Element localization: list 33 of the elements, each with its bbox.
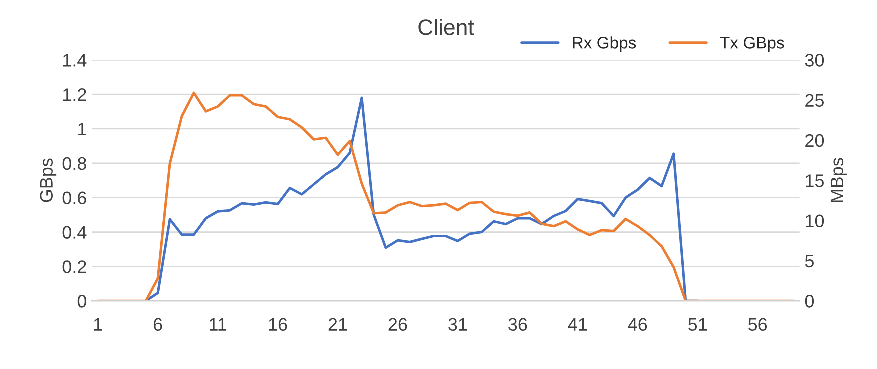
y2-tick-label: 10 — [806, 214, 824, 228]
legend-label: Rx Gbps — [573, 36, 636, 52]
y-tick-label: 0 — [78, 295, 87, 308]
y2-tick-label: 0 — [805, 295, 814, 308]
y-tick-label: 0.4 — [62, 226, 87, 239]
chart-title: Client — [418, 19, 474, 36]
x-tick-label: 46 — [628, 318, 648, 332]
y-tick-label: 1.4 — [64, 54, 87, 67]
y-tick-label: 1.2 — [64, 88, 86, 102]
x-tick-label: 6 — [154, 318, 162, 332]
y2-tick-label: 25 — [806, 94, 824, 108]
y-tick-label: 0.6 — [62, 192, 86, 205]
y2-tick-label: 15 — [806, 174, 824, 188]
x-tick-label: 51 — [688, 318, 708, 332]
y-tick-label: 0.2 — [62, 260, 86, 274]
y-axis-title: GBps — [40, 158, 57, 202]
x-tick-label: 16 — [269, 318, 288, 332]
y2-tick-label: 5 — [805, 255, 814, 268]
x-tick-label: 36 — [508, 318, 528, 332]
x-tick-label: 31 — [448, 318, 468, 332]
x-tick-label: 21 — [328, 318, 348, 331]
y-tick-label: 0.8 — [62, 157, 86, 170]
line-series — [96, 92, 796, 302]
y2-tick-label: 30 — [805, 54, 824, 67]
y2-axis-title: MBps — [830, 158, 848, 202]
x-tick-label: 41 — [568, 318, 588, 331]
legend-label: Tx GBps — [720, 37, 784, 52]
x-tick-label: 1 — [94, 318, 102, 331]
x-tick-label: 56 — [748, 318, 768, 332]
y-tick-label: 1 — [78, 123, 86, 136]
x-tick-label: 26 — [388, 318, 408, 332]
y2-tick-label: 20 — [806, 134, 824, 148]
x-tick-label: 11 — [210, 318, 227, 331]
